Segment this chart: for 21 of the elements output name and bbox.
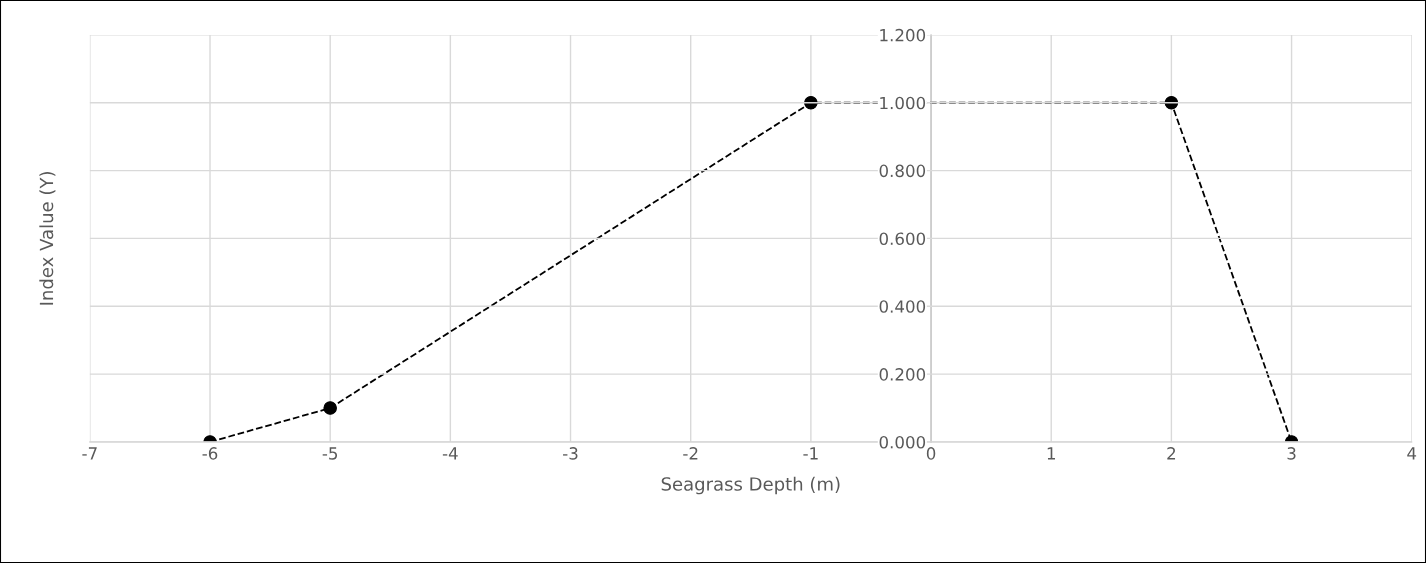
y-tick-label: 0.200 (879, 368, 926, 381)
x-tick-label: -2 (683, 447, 698, 460)
y-tick-label: 1.000 (880, 96, 926, 110)
x-tick-label: -1 (803, 447, 818, 460)
x-tick-label: 0 (926, 447, 936, 460)
y-tick-label: 0.600 (879, 232, 926, 245)
y-tick-label: 0.800 (879, 164, 926, 178)
x-tick-label: -7 (82, 447, 97, 460)
x-axis-title: Seagrass Depth (m) (661, 476, 840, 495)
x-tick-label: 4 (1407, 447, 1417, 460)
x-tick-label: -5 (322, 447, 338, 460)
y-tick-label: 0.400 (879, 300, 926, 313)
y-tick-label: 1.200 (880, 28, 926, 42)
x-tick-label: 2 (1167, 447, 1176, 460)
x-tick-label: 1 (1047, 447, 1055, 460)
y-axis-title: Index Value (Y) (39, 172, 56, 305)
y-tick-label: 0.000 (879, 435, 926, 449)
x-tick-label: -3 (563, 447, 578, 460)
x-tick-label: -4 (442, 447, 458, 460)
x-tick-label: -6 (202, 447, 218, 460)
x-tick-label: 3 (1287, 447, 1296, 460)
